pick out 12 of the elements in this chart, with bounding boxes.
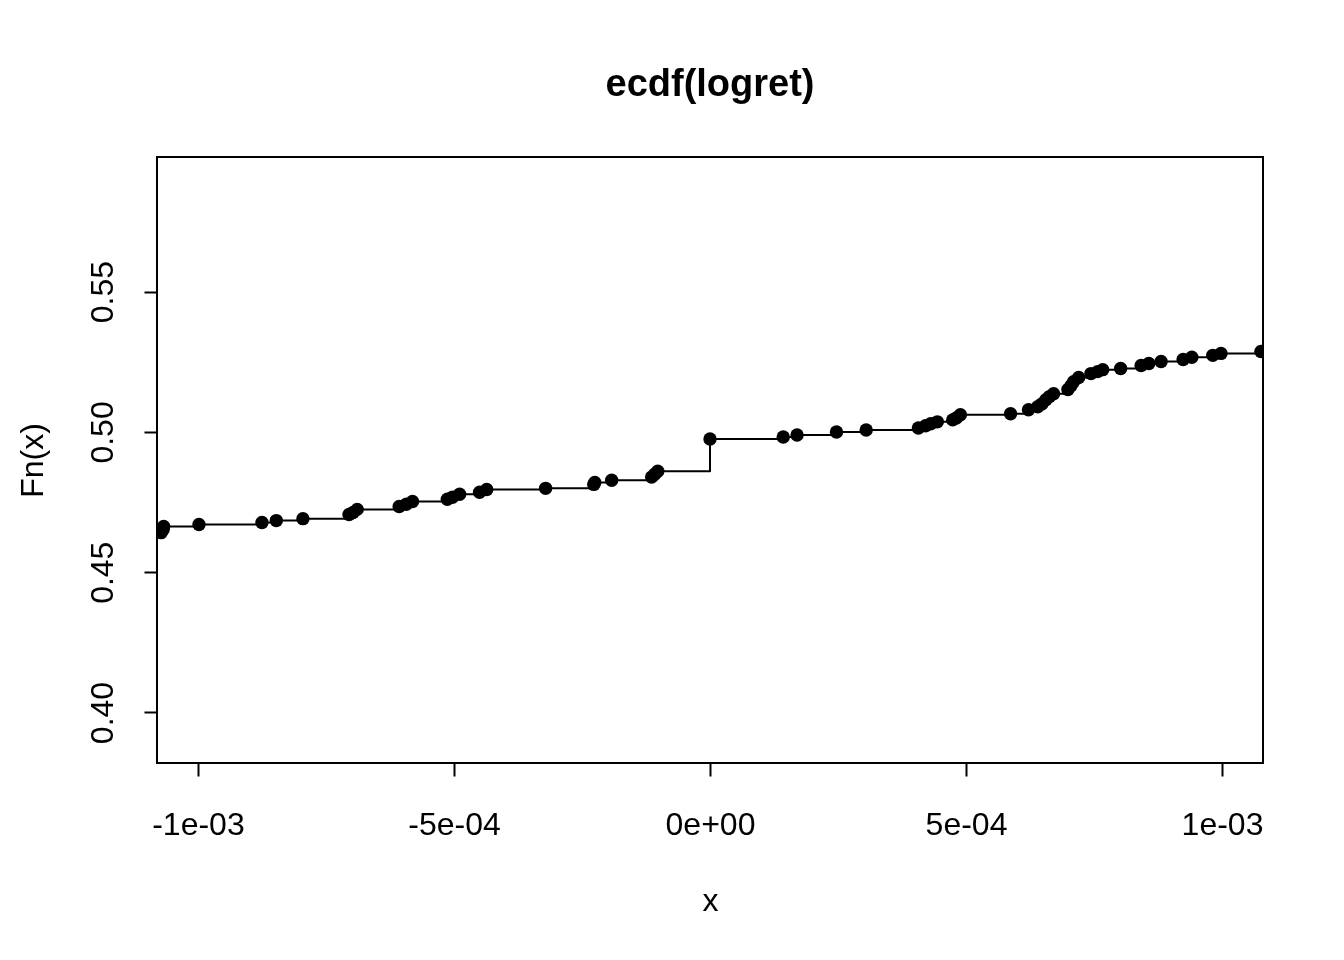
x-tick-label: -1e-03 xyxy=(152,805,245,842)
x-tick-label: -5e-04 xyxy=(408,805,501,842)
x-tick-label: 0e+00 xyxy=(665,805,756,842)
chart-title: ecdf(logret) xyxy=(605,62,815,104)
y-tick-label: 0.55 xyxy=(83,261,120,324)
x-tick-label: 1e-03 xyxy=(1181,805,1264,842)
y-axis-title: Fn(x) xyxy=(13,423,50,498)
x-axis-title: x xyxy=(702,881,719,918)
y-tick-label: 0.50 xyxy=(83,401,120,464)
y-tick-label: 0.40 xyxy=(83,681,120,745)
y-tick-label: 0.45 xyxy=(83,541,120,604)
x-tick-label: 5e-04 xyxy=(925,805,1008,842)
